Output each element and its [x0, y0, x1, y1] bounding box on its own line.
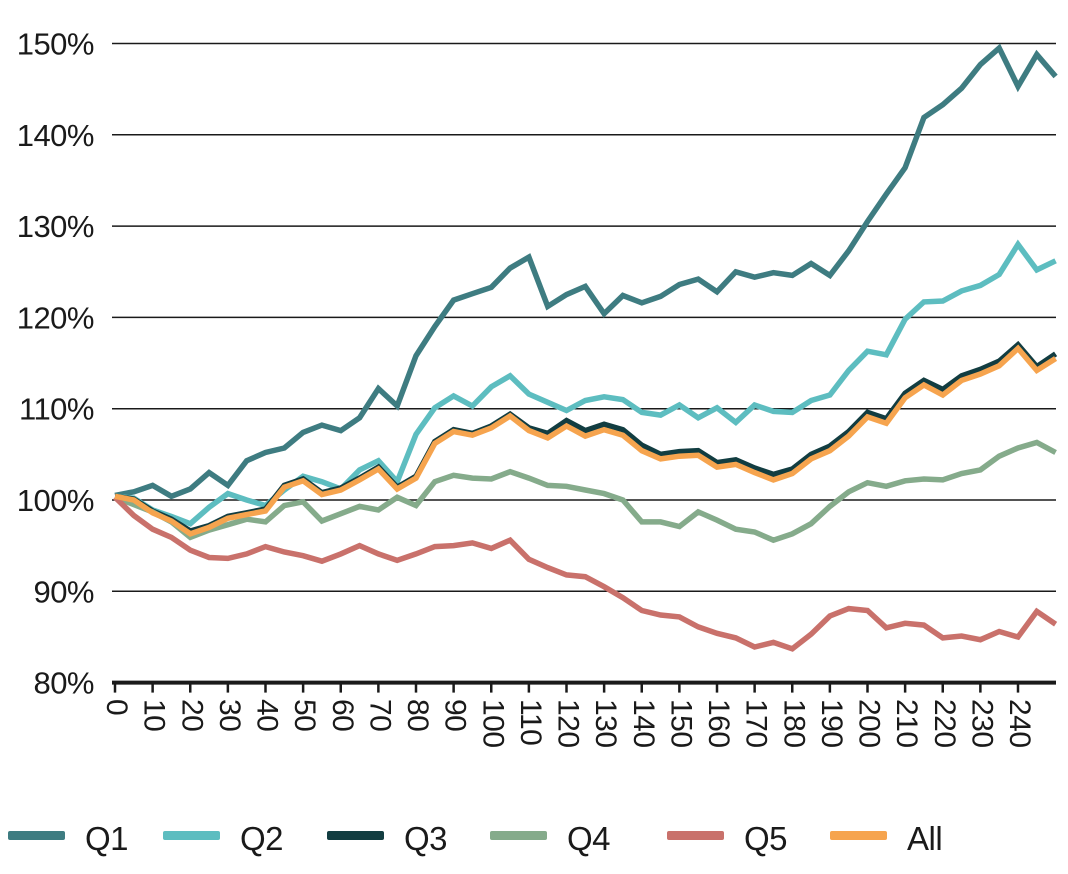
legend-label-all: All: [907, 820, 942, 857]
x-tick-label: 180: [777, 699, 810, 748]
y-tick-label: 120%: [17, 300, 94, 335]
x-tick-label: 190: [815, 699, 848, 748]
legend-label-q4: Q4: [567, 820, 610, 857]
x-tick-label: 110: [514, 699, 547, 745]
series-line-q5: [113, 495, 1058, 652]
legend-swatch-q5: [667, 831, 724, 840]
legend-swatch-q1: [8, 831, 65, 840]
x-tick-label: 100: [476, 699, 509, 748]
y-tick-label: 140%: [17, 118, 94, 153]
legend-item-q5: Q5: [667, 820, 788, 857]
series-line-all: [114, 344, 1058, 537]
x-tick-label: 30: [213, 699, 246, 731]
y-tick-label: 150%: [17, 27, 94, 62]
legend-swatch-all: [830, 831, 887, 840]
y-tick-label: 80%: [33, 666, 94, 701]
legend-item-q2: Q2: [163, 820, 284, 857]
x-tick-label: 160: [702, 699, 735, 748]
x-tick-label: 150: [664, 699, 697, 748]
x-tick-label: 120: [552, 699, 585, 748]
x-tick-label: 80: [401, 699, 434, 731]
legend-item-q4: Q4: [490, 820, 611, 857]
y-tick-label: 90%: [33, 574, 94, 609]
legend-item-q3: Q3: [327, 820, 448, 857]
legend-swatch-q3: [327, 831, 384, 840]
x-tick-label: 0: [100, 699, 133, 715]
legend-swatch-q4: [490, 831, 547, 840]
x-tick-label: 90: [439, 699, 472, 731]
x-tick-label: 60: [326, 699, 359, 731]
x-tick-label: 10: [138, 699, 171, 731]
series-line-q4: [114, 439, 1057, 544]
x-tick-label: 170: [740, 699, 773, 748]
y-tick-label: 130%: [17, 209, 94, 244]
legend-swatch-q2: [163, 831, 220, 840]
legend-label-q3: Q3: [404, 820, 447, 857]
x-tick-label: 20: [175, 699, 208, 731]
y-tick-label: 110%: [19, 392, 94, 427]
legend-item-all: All: [830, 820, 943, 857]
legend-item-q1: Q1: [8, 820, 129, 857]
y-tick-label: 100%: [17, 483, 94, 518]
x-tick-label: 210: [890, 699, 923, 748]
legend-label-q1: Q1: [85, 820, 128, 857]
x-tick-label: 200: [853, 699, 886, 748]
x-tick-label: 240: [1003, 699, 1036, 748]
x-tick-label: 220: [928, 699, 961, 748]
x-tick-label: 130: [589, 699, 622, 748]
series-line-q1: [114, 43, 1058, 500]
x-tick-label: 50: [288, 699, 321, 731]
x-tick-label: 70: [363, 699, 396, 731]
legend-label-q2: Q2: [240, 820, 283, 857]
x-tick-label: 40: [251, 699, 284, 731]
x-tick-label: 230: [965, 699, 998, 748]
x-tick-label: 140: [627, 699, 660, 748]
legend-label-q5: Q5: [744, 820, 787, 857]
